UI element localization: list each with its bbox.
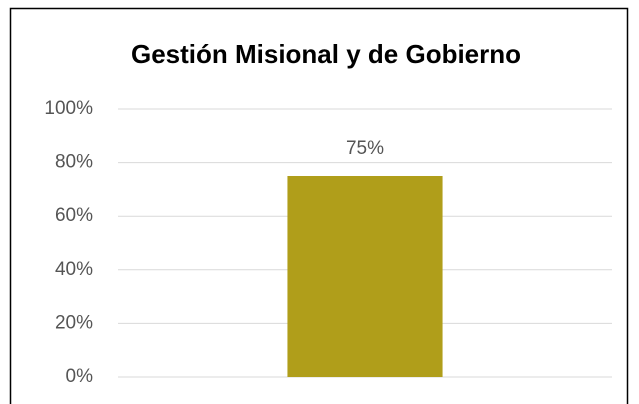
y-tick-label: 80%	[55, 152, 93, 173]
y-tick-label: 0%	[66, 366, 94, 387]
chart-title: Gestión Misional y de Gobierno	[131, 39, 521, 69]
y-tick-label: 20%	[55, 312, 93, 333]
y-tick-label: 100%	[44, 98, 93, 119]
y-tick-label: 40%	[55, 259, 93, 280]
bar	[287, 176, 443, 377]
y-tick-label: 60%	[55, 205, 93, 226]
data-label: 75%	[346, 138, 384, 159]
